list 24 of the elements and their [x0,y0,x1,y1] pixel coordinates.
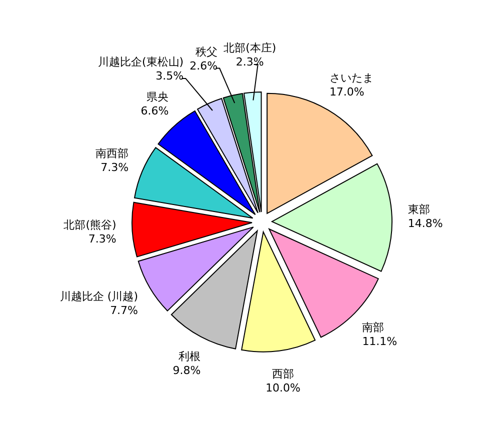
slice-label: 南西部 [96,146,129,160]
data-label: 3.5% [156,69,184,82]
slice-label: 川越比企 (川越) [60,290,138,304]
data-label: 7.7% [110,304,138,318]
slice-label: さいたま [329,71,374,84]
data-label: 7.3% [100,160,129,174]
data-label: 2.3% [236,55,264,68]
slice-label: 東部 [408,202,430,216]
slice-label: 南部 [362,321,384,334]
data-label: 11.1% [362,335,398,348]
slice-label: 北部(本庄) [224,41,276,54]
data-label: 7.3% [88,232,116,246]
data-label: 14.8% [408,216,443,230]
data-label: 6.6% [140,104,169,118]
data-label: 9.8% [172,364,201,378]
data-label: 10.0% [266,382,301,395]
slice-label: 西部 [272,368,294,381]
slice-label: 川越比企(東松山) [98,55,184,68]
slice-label: 利根 [178,350,201,364]
data-label: 2.6% [190,59,218,72]
slice-label: 県央 [146,90,169,104]
slice-label: 秩父 [196,45,218,58]
data-label: 17.0% [329,85,364,98]
slice-label: 北部(熊谷) [64,218,116,232]
